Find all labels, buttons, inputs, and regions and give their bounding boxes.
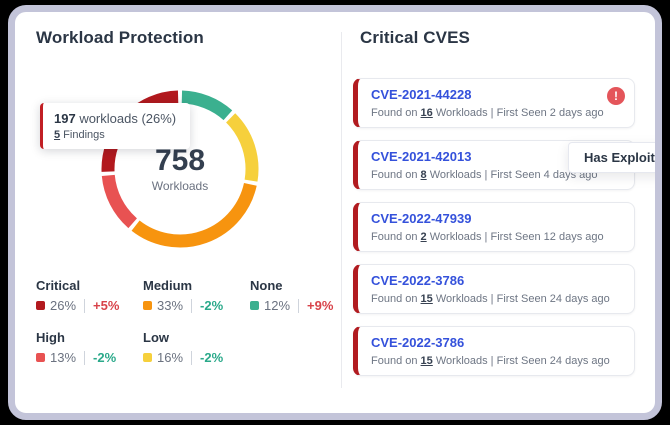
legend-item-medium[interactable]: Medium 33% -2% bbox=[143, 278, 250, 313]
legend-color-swatch bbox=[36, 353, 45, 362]
legend-percentage: 33% bbox=[157, 298, 184, 313]
cve-id-link[interactable]: CVE-2021-42013 bbox=[371, 149, 472, 164]
cve-meta-text: Found on 16 Workloads | First Seen 2 day… bbox=[371, 106, 604, 119]
legend-trend-value: -2% bbox=[93, 350, 117, 365]
cve-id-link[interactable]: CVE-2021-44228 bbox=[371, 87, 472, 102]
cve-id-link[interactable]: CVE-2022-3786 bbox=[371, 273, 465, 288]
tooltip-workloads-line: 197 workloads (26%) bbox=[54, 111, 176, 126]
cve-id-link[interactable]: CVE-2022-47939 bbox=[371, 211, 472, 226]
legend-item-high[interactable]: High 13% -2% bbox=[36, 330, 143, 365]
legend-color-swatch bbox=[143, 301, 152, 310]
legend-separator bbox=[84, 298, 86, 313]
cve-workload-count[interactable]: 15 bbox=[420, 354, 433, 367]
legend-separator bbox=[84, 350, 86, 365]
legend-percentage: 13% bbox=[50, 350, 77, 365]
panel-divider bbox=[341, 32, 342, 388]
cve-list: CVE-2021-44228 Found on 16 Workloads | Fi… bbox=[353, 78, 635, 376]
has-exploit-tooltip: Has Exploit bbox=[568, 142, 655, 173]
critical-cves-title: Critical CVES bbox=[360, 28, 470, 47]
legend-item-critical[interactable]: Critical 26% +5% bbox=[36, 278, 143, 313]
legend-name: None bbox=[250, 278, 283, 293]
donut-segment-high[interactable] bbox=[101, 174, 138, 229]
cve-workload-count[interactable]: 16 bbox=[420, 106, 433, 119]
legend-value-row: 26% +5% bbox=[36, 298, 143, 313]
exploit-alert-icon[interactable]: ! bbox=[607, 87, 625, 105]
tooltip-workload-text: workloads (26%) bbox=[75, 111, 177, 126]
legend-item-low[interactable]: Low 16% -2% bbox=[143, 330, 250, 365]
cve-card[interactable]: CVE-2022-3786 Found on 15 Workloads | Fir… bbox=[353, 326, 635, 376]
legend-separator bbox=[191, 298, 193, 313]
donut-segment-low[interactable] bbox=[225, 113, 259, 182]
donut-segment-tooltip: 197 workloads (26%) 5 Findings bbox=[40, 103, 191, 149]
severity-legend: Critical 26% +5% Medium 33% -2% None 12% +9% High… bbox=[36, 278, 357, 365]
legend-value-row: 13% -2% bbox=[36, 350, 143, 365]
dashboard-card: Workload Protection 758 Workloads 197 wo… bbox=[8, 5, 662, 420]
legend-color-swatch bbox=[143, 353, 152, 362]
tooltip-findings-text: Findings bbox=[60, 129, 105, 141]
legend-value-row: 33% -2% bbox=[143, 298, 250, 313]
legend-name: Low bbox=[143, 330, 169, 345]
cve-meta-text: Found on 15 Workloads | First Seen 24 da… bbox=[371, 354, 610, 367]
legend-name: Critical bbox=[36, 278, 81, 293]
legend-name: High bbox=[36, 330, 65, 345]
workload-protection-title: Workload Protection bbox=[36, 28, 204, 47]
legend-trend-value: -2% bbox=[200, 350, 224, 365]
legend-color-swatch bbox=[36, 301, 45, 310]
legend-trend-value: +5% bbox=[93, 298, 120, 313]
legend-separator bbox=[298, 298, 300, 313]
tooltip-findings-link[interactable]: 5 bbox=[54, 129, 61, 141]
cve-meta-text: Found on 15 Workloads | First Seen 24 da… bbox=[371, 292, 610, 305]
cve-workload-count[interactable]: 2 bbox=[420, 230, 427, 243]
cve-id-link[interactable]: CVE-2022-3786 bbox=[371, 335, 465, 350]
legend-separator bbox=[191, 350, 193, 365]
cve-card[interactable]: CVE-2022-3786 Found on 15 Workloads | Fir… bbox=[353, 264, 635, 314]
cve-meta-text: Found on 2 Workloads | First Seen 12 day… bbox=[371, 230, 604, 243]
legend-percentage: 16% bbox=[157, 350, 184, 365]
legend-value-row: 16% -2% bbox=[143, 350, 250, 365]
legend-trend-value: -2% bbox=[200, 298, 224, 313]
legend-color-swatch bbox=[250, 301, 259, 310]
legend-name: Medium bbox=[143, 278, 193, 293]
legend-percentage: 26% bbox=[50, 298, 77, 313]
cve-workload-count[interactable]: 8 bbox=[420, 168, 427, 181]
tooltip-findings-line: 5 Findings bbox=[54, 129, 176, 141]
legend-item-none[interactable]: None 12% +9% bbox=[250, 278, 357, 313]
legend-percentage: 12% bbox=[264, 298, 291, 313]
cve-workload-count[interactable]: 15 bbox=[420, 292, 433, 305]
legend-trend-value: +9% bbox=[307, 298, 334, 313]
donut-segment-medium[interactable] bbox=[131, 182, 257, 248]
cve-card[interactable]: CVE-2022-47939 Found on 2 Workloads | Fir… bbox=[353, 202, 635, 252]
legend-value-row: 12% +9% bbox=[250, 298, 357, 313]
donut-segment-none[interactable] bbox=[181, 90, 233, 121]
tooltip-workload-count: 197 bbox=[54, 111, 76, 126]
cve-card[interactable]: CVE-2021-44228 Found on 16 Workloads | Fi… bbox=[353, 78, 635, 128]
